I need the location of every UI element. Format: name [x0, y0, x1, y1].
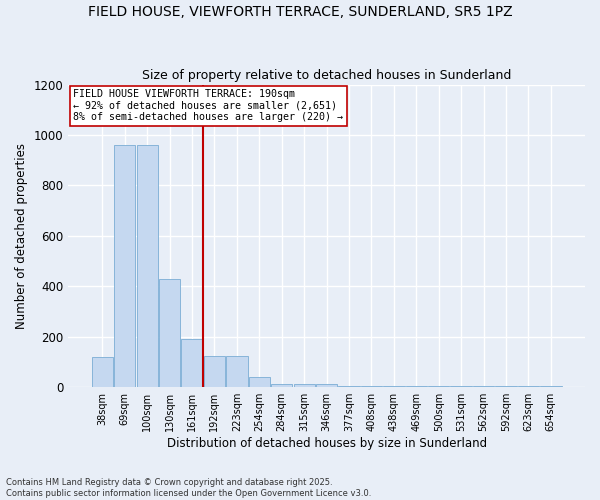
- Bar: [518, 386, 539, 387]
- Text: FIELD HOUSE, VIEWFORTH TERRACE, SUNDERLAND, SR5 1PZ: FIELD HOUSE, VIEWFORTH TERRACE, SUNDERLA…: [88, 5, 512, 19]
- Y-axis label: Number of detached properties: Number of detached properties: [15, 143, 28, 329]
- Bar: [159, 279, 180, 387]
- Bar: [114, 145, 136, 387]
- Title: Size of property relative to detached houses in Sunderland: Size of property relative to detached ho…: [142, 69, 511, 82]
- Bar: [383, 386, 404, 387]
- Bar: [181, 340, 203, 387]
- Bar: [451, 386, 472, 387]
- Bar: [271, 384, 292, 387]
- Bar: [361, 386, 382, 387]
- Text: FIELD HOUSE VIEWFORTH TERRACE: 190sqm
← 92% of detached houses are smaller (2,65: FIELD HOUSE VIEWFORTH TERRACE: 190sqm ← …: [73, 89, 343, 122]
- Bar: [338, 386, 359, 387]
- Bar: [293, 384, 315, 387]
- Bar: [406, 386, 427, 387]
- Text: Contains HM Land Registry data © Crown copyright and database right 2025.
Contai: Contains HM Land Registry data © Crown c…: [6, 478, 371, 498]
- Bar: [428, 386, 449, 387]
- Bar: [316, 384, 337, 387]
- Bar: [248, 377, 270, 387]
- Bar: [496, 386, 517, 387]
- Bar: [473, 386, 494, 387]
- Bar: [204, 356, 225, 387]
- Bar: [92, 357, 113, 387]
- Bar: [540, 386, 562, 387]
- Bar: [226, 356, 248, 387]
- X-axis label: Distribution of detached houses by size in Sunderland: Distribution of detached houses by size …: [167, 437, 487, 450]
- Bar: [137, 145, 158, 387]
